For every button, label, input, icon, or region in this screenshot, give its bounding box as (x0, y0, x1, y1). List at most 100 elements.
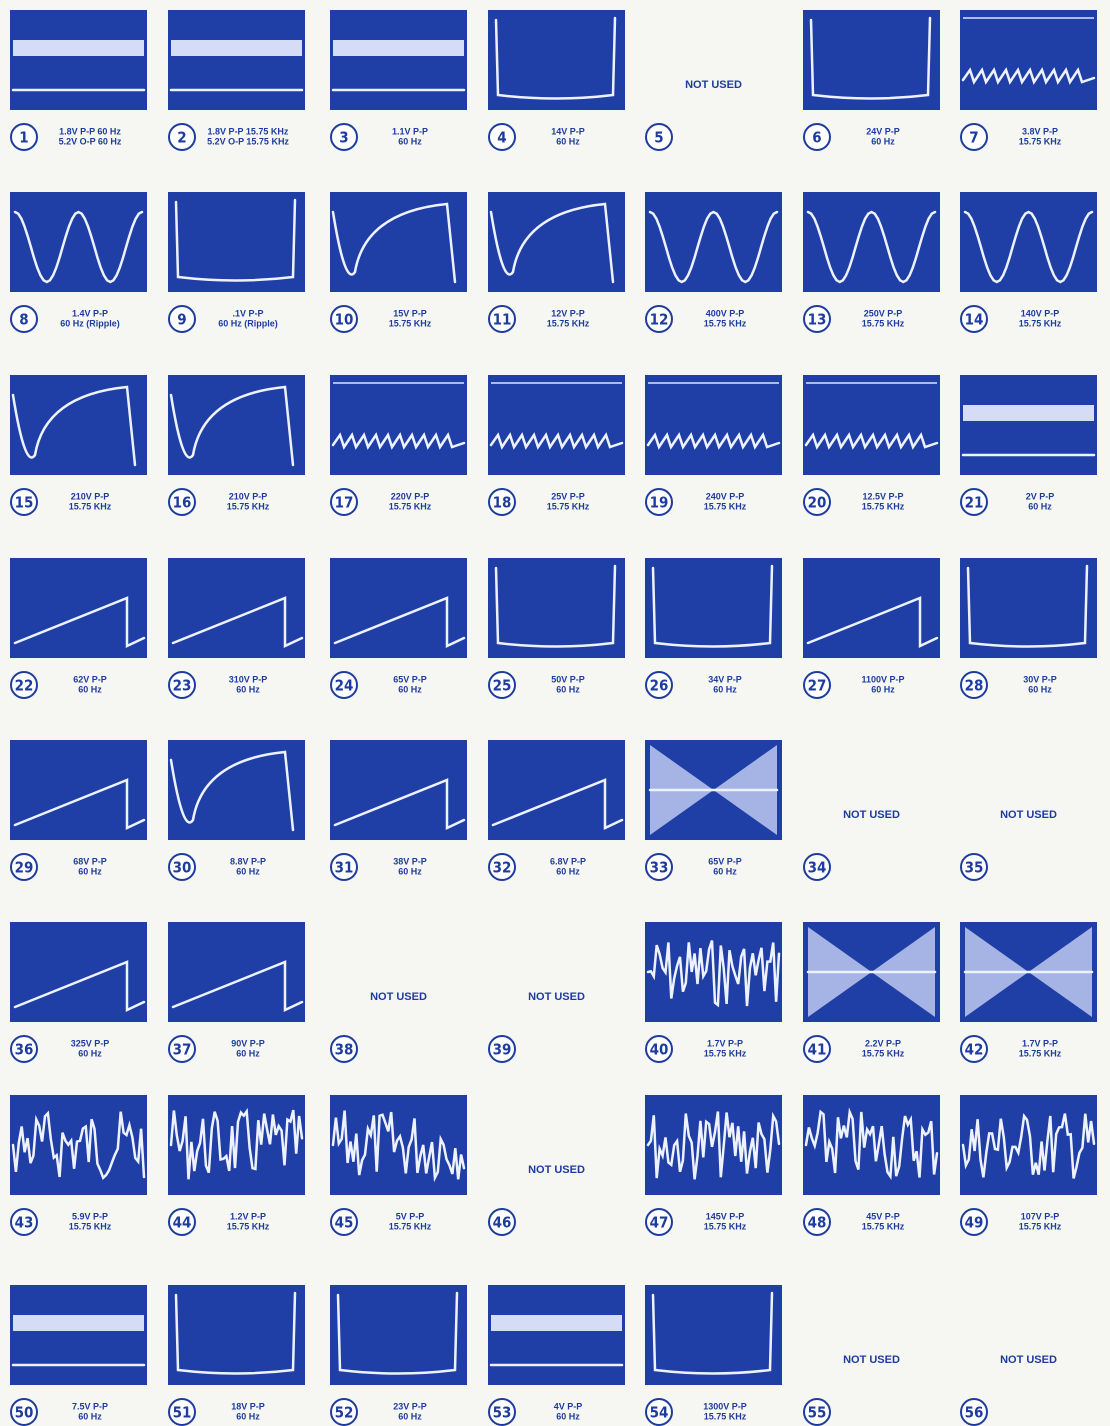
trace (331, 1110, 466, 1183)
trace (333, 596, 466, 648)
number-badge (168, 123, 196, 151)
scope-screen (168, 558, 305, 658)
trace (806, 596, 939, 648)
waveform-cell: NOT USED 55 (803, 1354, 900, 1426)
waveform-label: 60 Hz (398, 136, 422, 146)
waveform-label: 60 Hz (556, 684, 580, 694)
trace (494, 16, 617, 100)
step-number: 42 (965, 1041, 984, 1059)
number-badge (168, 671, 196, 699)
waveform-label: 5.2V O-P 60 Hz (59, 136, 122, 146)
trace-band (13, 40, 144, 56)
waveform-label: 220V P-P (391, 491, 430, 501)
number-badge (488, 488, 516, 516)
trace (806, 210, 937, 284)
step-number: 48 (808, 1214, 827, 1232)
waveform-cell: 12 400V P-P15.75 KHz (645, 192, 782, 333)
trace-band (963, 405, 1094, 421)
trace (171, 596, 304, 648)
step-number: 30 (173, 859, 192, 877)
scope-screen (645, 558, 782, 658)
waveform-cell: NOT USED 34 (803, 809, 900, 881)
waveform-label: 60 Hz (Ripple) (60, 318, 120, 328)
waveform-label: .1V P-P (232, 308, 263, 318)
scope-screen (488, 10, 625, 110)
trace (491, 778, 624, 830)
number-badge (168, 853, 196, 881)
trace (331, 202, 457, 284)
number-badge (168, 1208, 196, 1236)
waveform-cell: 41 2.2V P-P15.75 KHz (803, 922, 940, 1063)
waveform-cell: 22 62V P-P60 Hz (10, 558, 147, 699)
scope-screen (803, 558, 940, 658)
scope-screen (330, 10, 467, 110)
number-badge (645, 1398, 673, 1426)
waveform-cell: 33 65V P-P60 Hz (645, 740, 782, 881)
waveform-cell: 36 325V P-P60 Hz (10, 922, 147, 1063)
waveform-cell: NOT USED 35 (960, 809, 1057, 881)
step-number: 52 (335, 1404, 354, 1422)
waveform-label: 60 Hz (556, 1411, 580, 1421)
waveform-cell: 27 1100V P-P60 Hz (803, 558, 940, 699)
waveform-cell: 11 12V P-P15.75 KHz (488, 192, 625, 333)
trace (11, 385, 137, 467)
scope-screen (168, 922, 305, 1022)
number-badge (645, 671, 673, 699)
waveform-cell: 13 250V P-P15.75 KHz (803, 192, 940, 333)
not-used: NOT USED (370, 991, 427, 1003)
trace (13, 778, 146, 830)
step-number: 22 (15, 677, 34, 695)
number-badge (10, 1035, 38, 1063)
scope-screen (803, 375, 940, 475)
waveform-label: 60 Hz (236, 684, 260, 694)
number-badge (10, 123, 38, 151)
scope-screen (960, 375, 1097, 475)
number-badge (960, 488, 988, 516)
scope-screen (168, 1285, 305, 1385)
number-badge (488, 123, 516, 151)
scope-screen (10, 558, 147, 658)
trace (169, 1107, 304, 1180)
waveform-label: 15.75 KHz (704, 1221, 747, 1231)
waveform-cell: 4 14V P-P60 Hz (488, 10, 625, 151)
waveform-label: 1.1V P-P (392, 126, 428, 136)
waveform-label: 60 Hz (398, 866, 422, 876)
waveform-label: 15.75 KHz (704, 318, 747, 328)
number-badge (330, 1398, 358, 1426)
scope-screen (488, 740, 625, 840)
waveform-cell: NOT USED 38 (330, 991, 427, 1063)
number-badge (488, 1398, 516, 1426)
waveform-label: 210V P-P (229, 491, 268, 501)
waveform-label: 15.75 KHz (862, 318, 905, 328)
waveform-label: 210V P-P (71, 491, 110, 501)
waveform-cell: 29 68V P-P60 Hz (10, 740, 147, 881)
trace (489, 432, 624, 450)
step-number: 44 (173, 1214, 192, 1232)
scope-screen (645, 375, 782, 475)
step-number: 19 (650, 494, 669, 512)
trace (646, 940, 781, 1008)
trace (804, 1107, 939, 1181)
step-number: 31 (335, 859, 354, 877)
waveform-label: 1.4V P-P (72, 308, 108, 318)
number-badge (803, 1035, 831, 1063)
number-badge (488, 305, 516, 333)
step-number: 53 (493, 1404, 512, 1422)
waveform-label: 15.75 KHz (862, 1048, 905, 1058)
step-number: 25 (493, 677, 512, 695)
waveform-label: 60 Hz (1028, 501, 1052, 511)
number-badge (488, 853, 516, 881)
step-number: 21 (965, 494, 984, 512)
trace (966, 564, 1089, 648)
number-badge (803, 123, 831, 151)
number-badge (488, 1208, 516, 1236)
step-number: 3 (339, 129, 348, 147)
waveform-label: 1100V P-P (861, 674, 904, 684)
waveform-label: 400V P-P (706, 308, 745, 318)
number-badge (10, 853, 38, 881)
number-badge (803, 305, 831, 333)
step-number: 24 (335, 677, 354, 695)
trace (13, 210, 144, 284)
waveform-label: 68V P-P (73, 856, 107, 866)
